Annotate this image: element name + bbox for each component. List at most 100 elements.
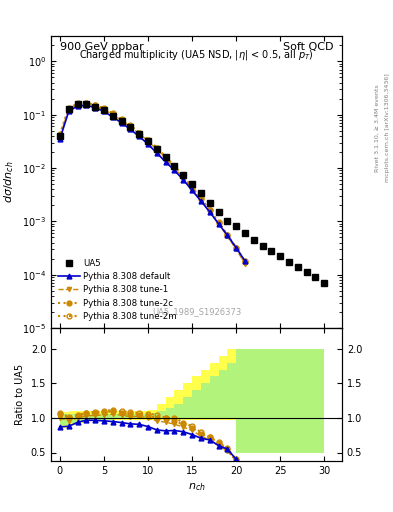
UA5 [93, 104, 97, 110]
UA5 [242, 230, 247, 236]
Pythia 8.308 tune-2m [128, 122, 133, 129]
UA5 [198, 190, 203, 196]
Pythia 8.308 tune-2m [110, 110, 115, 116]
Pythia 8.308 tune-1 [128, 124, 133, 130]
UA5 [75, 101, 80, 108]
Pythia 8.308 tune-2m [154, 144, 159, 151]
Pythia 8.308 tune-1 [154, 146, 159, 153]
Pythia 8.308 default [102, 109, 107, 115]
Pythia 8.308 tune-1 [198, 197, 203, 203]
UA5 [234, 223, 239, 229]
Pythia 8.308 tune-2m [190, 184, 195, 190]
Pythia 8.308 tune-2c [172, 164, 177, 170]
Pythia 8.308 tune-1 [216, 221, 221, 227]
UA5 [128, 124, 133, 131]
Pythia 8.308 default [181, 177, 185, 183]
UA5 [278, 253, 283, 260]
Pythia 8.308 tune-2c [198, 196, 203, 202]
Pythia 8.308 tune-2c [93, 102, 97, 109]
Pythia 8.308 tune-2m [234, 245, 239, 251]
Pythia 8.308 tune-2c [190, 184, 195, 190]
Pythia 8.308 tune-1 [137, 131, 141, 137]
UA5 [137, 131, 141, 137]
Pythia 8.308 tune-1 [242, 261, 247, 267]
Pythia 8.308 tune-2c [181, 174, 185, 180]
Line: Pythia 8.308 default: Pythia 8.308 default [57, 103, 248, 264]
Pythia 8.308 tune-2c [57, 132, 62, 138]
UA5 [172, 163, 177, 169]
Pythia 8.308 tune-2m [66, 105, 71, 111]
UA5 [313, 274, 318, 280]
Pythia 8.308 tune-2m [84, 100, 89, 106]
Pythia 8.308 default [172, 167, 177, 174]
Pythia 8.308 tune-2c [242, 259, 247, 265]
UA5 [154, 145, 159, 152]
Pythia 8.308 tune-2c [137, 130, 141, 136]
UA5 [296, 264, 300, 270]
Pythia 8.308 default [225, 232, 230, 238]
Pythia 8.308 tune-2m [75, 100, 80, 106]
Pythia 8.308 tune-2m [93, 102, 97, 108]
Pythia 8.308 tune-1 [190, 185, 195, 191]
Pythia 8.308 default [216, 221, 221, 227]
Pythia 8.308 tune-2m [119, 116, 124, 122]
Line: Pythia 8.308 tune-2m: Pythia 8.308 tune-2m [57, 100, 248, 264]
UA5 [66, 105, 71, 112]
Pythia 8.308 tune-2c [208, 207, 212, 214]
Text: mcplots.cern.ch [arXiv:1306.3436]: mcplots.cern.ch [arXiv:1306.3436] [385, 74, 389, 182]
Pythia 8.308 tune-1 [84, 101, 89, 107]
Pythia 8.308 tune-2c [75, 101, 80, 107]
Pythia 8.308 tune-2m [198, 195, 203, 201]
Pythia 8.308 default [119, 120, 124, 126]
Pythia 8.308 tune-2m [216, 219, 221, 225]
Pythia 8.308 tune-1 [225, 233, 230, 240]
Pythia 8.308 tune-2c [66, 105, 71, 112]
Pythia 8.308 default [146, 141, 151, 147]
Y-axis label: Ratio to UA5: Ratio to UA5 [15, 364, 25, 425]
Pythia 8.308 tune-2m [172, 163, 177, 169]
Pythia 8.308 tune-2m [242, 258, 247, 264]
Pythia 8.308 default [190, 187, 195, 194]
UA5 [252, 237, 256, 243]
Pythia 8.308 default [57, 136, 62, 142]
Pythia 8.308 default [66, 109, 71, 115]
UA5 [208, 200, 212, 206]
Pythia 8.308 tune-2m [57, 131, 62, 137]
Pythia 8.308 tune-2c [154, 145, 159, 152]
Pythia 8.308 tune-2c [119, 117, 124, 123]
Text: Rivet 3.1.10, ≥ 3.4M events: Rivet 3.1.10, ≥ 3.4M events [375, 84, 380, 172]
X-axis label: $n_{ch}$: $n_{ch}$ [187, 481, 206, 493]
Pythia 8.308 tune-2c [128, 123, 133, 129]
UA5 [163, 154, 168, 160]
Pythia 8.308 default [110, 114, 115, 120]
UA5 [260, 243, 265, 249]
Pythia 8.308 default [137, 133, 141, 139]
Pythia 8.308 default [75, 103, 80, 109]
Text: 900 GeV ppbar: 900 GeV ppbar [60, 41, 143, 52]
Pythia 8.308 default [154, 150, 159, 156]
Pythia 8.308 default [198, 198, 203, 204]
Pythia 8.308 default [84, 102, 89, 109]
Pythia 8.308 tune-2c [225, 232, 230, 238]
Pythia 8.308 tune-2c [84, 100, 89, 106]
Text: UA5_1989_S1926373: UA5_1989_S1926373 [152, 307, 241, 316]
Pythia 8.308 tune-1 [163, 156, 168, 162]
Pythia 8.308 tune-1 [146, 138, 151, 144]
Pythia 8.308 tune-1 [75, 101, 80, 108]
Pythia 8.308 tune-2m [146, 137, 151, 143]
Y-axis label: $d\sigma/dn_{ch}$: $d\sigma/dn_{ch}$ [3, 161, 17, 203]
Pythia 8.308 default [234, 245, 239, 251]
Pythia 8.308 default [208, 209, 212, 215]
UA5 [286, 259, 291, 265]
Pythia 8.308 tune-1 [181, 175, 185, 181]
Pythia 8.308 tune-2c [146, 137, 151, 143]
UA5 [216, 209, 221, 215]
Pythia 8.308 tune-2c [110, 111, 115, 117]
Pythia 8.308 tune-2c [163, 154, 168, 160]
UA5 [304, 269, 309, 275]
Pythia 8.308 tune-1 [172, 165, 177, 171]
Pythia 8.308 tune-1 [93, 103, 97, 109]
Text: Charged multiplicity (UA5 NSD, $|\eta|$ < 0.5, all $p_T$): Charged multiplicity (UA5 NSD, $|\eta|$ … [79, 48, 314, 61]
Pythia 8.308 tune-1 [102, 106, 107, 113]
UA5 [57, 133, 62, 139]
